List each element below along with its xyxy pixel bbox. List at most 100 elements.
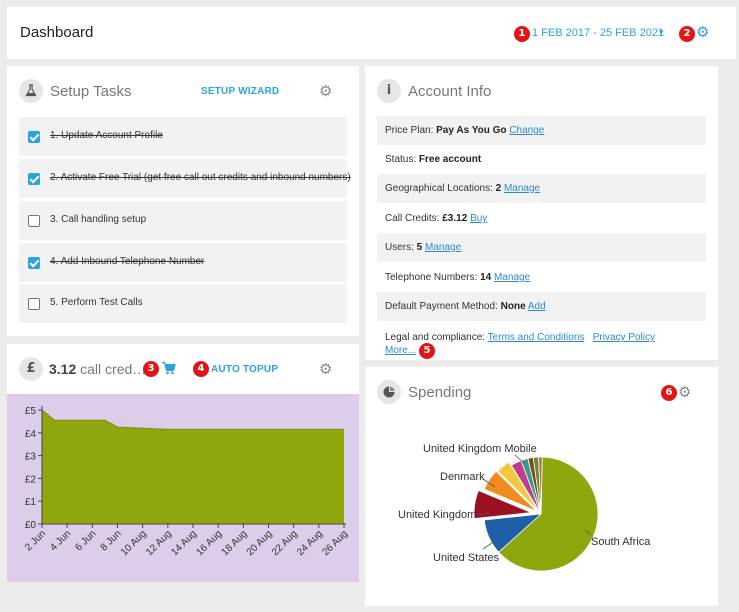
x-tick-label: 4 Jun [48, 528, 73, 553]
payment-method-row: Default Payment Method: None Add [377, 292, 706, 321]
pie-leader-line [584, 529, 592, 536]
annotation-badge-4: 4 [193, 361, 209, 377]
credits-amount: 3.12 call cred… [49, 361, 147, 377]
setup-tasks-title: Setup Tasks [50, 83, 132, 100]
task-checkbox[interactable] [28, 131, 40, 143]
task-checkbox[interactable] [28, 298, 40, 310]
privacy-link[interactable]: Privacy Policy [592, 332, 655, 343]
pie-slice-label: South Africa [591, 536, 651, 548]
manage-users-link[interactable]: Manage [425, 242, 462, 253]
buy-credits-link[interactable]: Buy [470, 213, 488, 224]
spending-title: Spending [408, 384, 472, 401]
task-item[interactable]: 2. Activate Free Trial (get free call ou… [19, 159, 351, 198]
credits-chart: £0 £1 £2 £3 £4 £5 2 Jun 4 Jun 6 Jun 8 Jun 10 Aug 12… [7, 394, 359, 582]
y-tick-label: £1 [25, 497, 37, 508]
pie-leader-line [482, 540, 496, 550]
annotation-badge-1: 1 [514, 26, 530, 42]
pie-slice-label: Denmark [440, 471, 485, 483]
manage-locations-link[interactable]: Manage [503, 183, 541, 194]
task-checkbox[interactable] [28, 173, 40, 185]
call-credits-row: Call Credits: £3.12 Buy [385, 213, 488, 224]
annotation-badge-2: 2 [679, 26, 695, 42]
task-label: 3. Call handling setup [50, 214, 147, 225]
pie-slice[interactable] [473, 489, 532, 519]
x-tick-label: 16 Aug [194, 528, 224, 558]
change-plan-link[interactable]: Change [509, 125, 545, 136]
date-range-picker[interactable]: 1 FEB 2017 - 25 FEB 2021 [532, 27, 665, 39]
pie-leader-line [514, 454, 526, 465]
gear-icon[interactable]: ⚙ [319, 82, 333, 100]
account-info-card: i Account Info Price Plan: Pay As You Go… [365, 66, 718, 360]
page-title: Dashboard [20, 24, 94, 41]
gear-icon[interactable]: ⚙ [696, 23, 710, 41]
pie-slice[interactable] [497, 461, 539, 512]
x-tick-label: 24 Aug [295, 528, 325, 558]
task-label: 5. Perform Test Calls [50, 297, 143, 308]
price-plan-row: Price Plan: Pay As You Go Change [377, 116, 706, 145]
x-tick-label: 12 Aug [144, 528, 174, 558]
x-tick-label: 10 Aug [119, 528, 149, 558]
x-tick-label: 26 Aug [320, 528, 350, 558]
y-tick-label: £4 [25, 429, 37, 440]
x-tick-label: 18 Aug [220, 528, 250, 558]
account-info-title: Account Info [408, 83, 492, 100]
y-tick-label: £2 [25, 474, 37, 485]
task-item[interactable]: 5. Perform Test Calls [19, 284, 347, 323]
chevron-down-icon[interactable]: ▾ [659, 27, 664, 37]
auto-topup-button[interactable]: AUTO TOPUP [211, 364, 279, 375]
gear-icon[interactable]: ⚙ [319, 360, 333, 378]
pie-slice-label: United States [433, 552, 500, 564]
annotation-badge-5: 5 [419, 343, 435, 359]
annotation-badge-6: 6 [661, 385, 677, 401]
more-link[interactable]: More... [385, 345, 417, 356]
pie-chart-icon [377, 380, 401, 404]
y-tick-label: £0 [25, 520, 37, 531]
pie-slice-label: United Kingdom Mobile [423, 443, 537, 455]
setup-tasks-card: Setup Tasks SETUP WIZARD ⚙ 1. Update Acc… [7, 66, 359, 336]
pie-slice[interactable] [483, 470, 538, 512]
task-item[interactable]: 3. Call handling setup [19, 201, 347, 240]
call-credits-card: £ 3.12 call cred… 3 4 AUTO TOPUP ⚙ £0 £1 £… [7, 344, 359, 582]
task-label: 2. Activate Free Trial (get free call ou… [50, 172, 351, 183]
pie-slice[interactable] [498, 456, 599, 572]
pie-slice-label: United Kingdom [398, 509, 476, 521]
header-bar: Dashboard 1 1 FEB 2017 - 25 FEB 2021 ▾ 2… [7, 7, 736, 59]
x-tick-label: 6 Jun [73, 528, 98, 553]
task-item[interactable]: 1. Update Account Profile [19, 117, 347, 156]
credits-area-series [42, 410, 344, 524]
cart-icon[interactable] [161, 361, 176, 380]
add-payment-link[interactable]: Add [527, 301, 546, 312]
pie-leader-line [482, 478, 496, 488]
flask-icon [19, 79, 43, 103]
pound-icon: £ [19, 357, 43, 381]
task-label: 4. Add Inbound Telephone Number [50, 256, 205, 267]
pie-slice[interactable] [538, 456, 543, 515]
spending-pie-chart: South Africa United States United Kingdom D… [398, 443, 651, 572]
y-tick-label: £5 [25, 406, 37, 417]
x-tick-label: 20 Aug [245, 528, 275, 558]
task-checkbox[interactable] [28, 215, 40, 227]
telephone-numbers-row: Telephone Numbers: 14 Manage [385, 272, 531, 283]
x-tick-label: 2 Jun [23, 528, 48, 553]
annotation-badge-3: 3 [143, 361, 159, 377]
geo-locations-row: Geographical Locations: 2 Manage [377, 174, 706, 203]
task-item[interactable]: 4. Add Inbound Telephone Number [19, 243, 347, 282]
x-tick-label: 14 Aug [169, 528, 199, 558]
users-row: Users: 5 Manage [377, 233, 706, 262]
task-label: 1. Update Account Profile [50, 130, 163, 141]
pie-leader-line [476, 512, 490, 516]
info-icon: i [377, 79, 401, 103]
status-row: Status: Free account [385, 154, 482, 165]
pie-slice[interactable] [483, 513, 543, 553]
task-checkbox[interactable] [28, 257, 40, 269]
manage-numbers-link[interactable]: Manage [493, 272, 531, 283]
gear-icon[interactable]: ⚙ [678, 383, 692, 401]
credits-line-series [41, 409, 344, 430]
terms-link[interactable]: Terms and Conditions [487, 332, 585, 343]
setup-wizard-button[interactable]: SETUP WIZARD [201, 86, 280, 97]
spending-card: Spending 6 ⚙ South Africa United States Un… [365, 367, 718, 606]
x-tick-label: 22 Aug [270, 528, 300, 558]
y-tick-label: £3 [25, 452, 37, 463]
legal-row: Legal and compliance: Terms and Conditio… [385, 332, 655, 356]
